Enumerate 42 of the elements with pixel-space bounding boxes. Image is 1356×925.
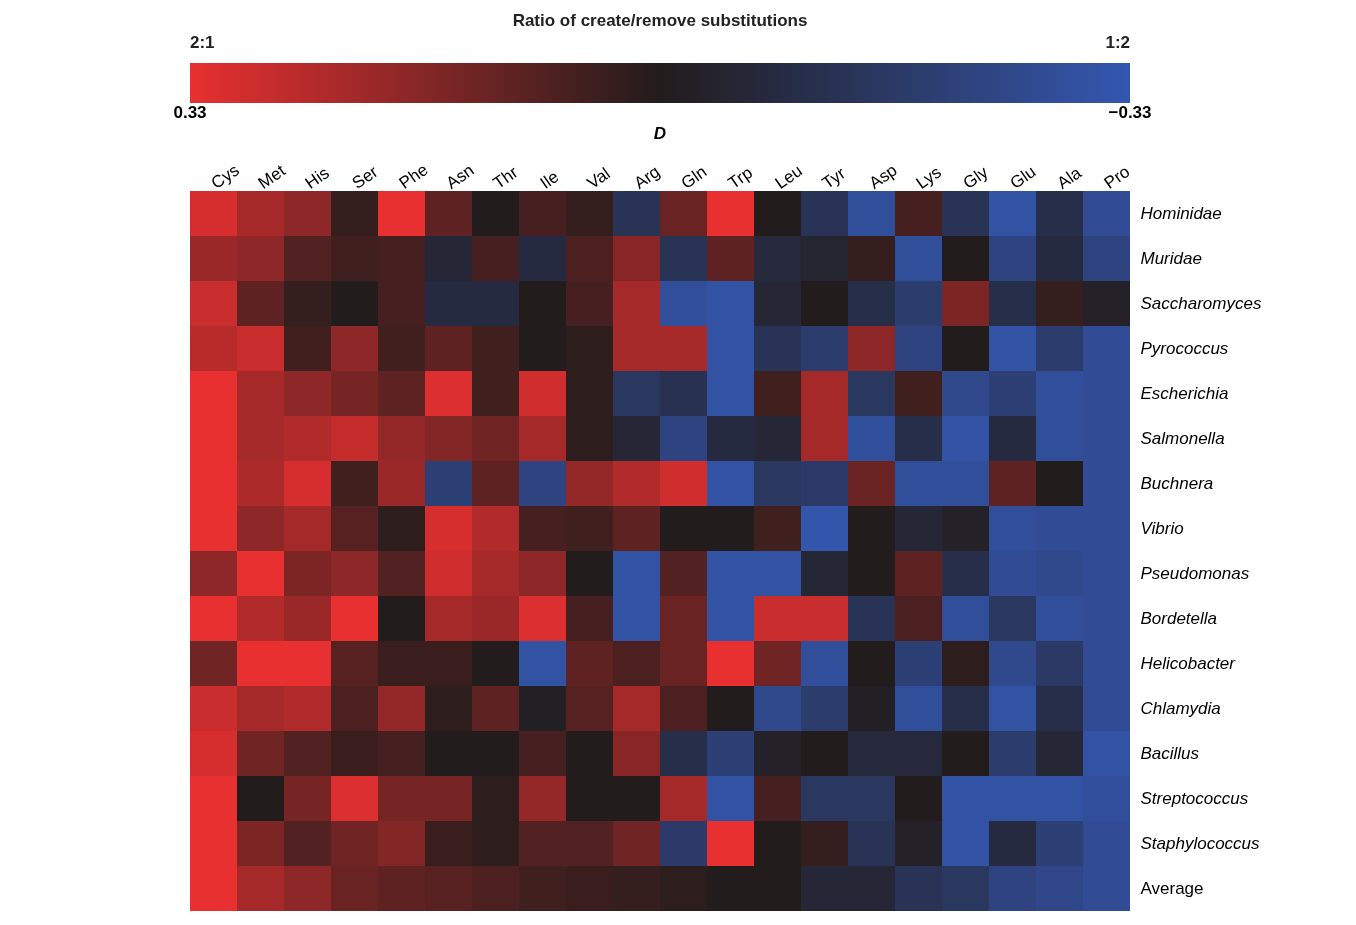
y-tick-label: Buchnera: [1140, 473, 1214, 493]
x-tick-label: Gly: [959, 162, 992, 193]
x-tick-label: Cys: [207, 160, 243, 193]
y-tick-label: Chlamydia: [1140, 698, 1221, 718]
y-tick-label: Bordetella: [1140, 608, 1218, 628]
x-tick-label: Asn: [442, 160, 478, 193]
text: 2:1: [190, 33, 215, 52]
x-tick-label: Val: [583, 163, 614, 193]
text: 1:2: [1105, 33, 1130, 52]
x-tick-label: Ala: [1053, 162, 1086, 193]
x-tick-label: Leu: [771, 161, 806, 193]
y-tick-label: Saccharomyces: [1140, 293, 1262, 313]
y-tick-label: Muridae: [1140, 248, 1202, 268]
y-tick-label: Staphylococcus: [1140, 833, 1261, 853]
x-tick-label: Phe: [395, 159, 432, 193]
chart-title: Ratio of create/remove substitutions: [512, 11, 808, 30]
y-tick-label: Helicobacter: [1140, 653, 1237, 673]
y-tick-label: Streptococcus: [1140, 788, 1249, 808]
y-tick-label: Pseudomonas: [1140, 563, 1250, 583]
x-tick-label: Lys: [912, 162, 945, 193]
y-tick-label: Average: [1140, 878, 1204, 898]
x-tick-label: Pro: [1100, 162, 1134, 193]
x-tick-label: Glu: [1006, 162, 1040, 193]
y-tick-label: Bacillus: [1140, 743, 1200, 763]
y-tick-label: Salmonella: [1140, 428, 1225, 448]
y-tick-label: Hominidae: [1140, 203, 1222, 223]
x-tick-label: Gln: [677, 162, 711, 193]
y-tick-label: Pyrococcus: [1140, 338, 1229, 358]
color-bar-label: −0.33: [1108, 103, 1152, 122]
x-tick-label: His: [301, 163, 333, 193]
x-tick-label: Tyr: [818, 163, 850, 193]
x-tick-label: Ile: [536, 167, 563, 193]
x-tick-label: Thr: [489, 162, 522, 193]
color-bar-title: D: [653, 124, 667, 143]
y-tick-label: Vibrio: [1140, 518, 1184, 538]
color-bar-label: 0.33: [173, 103, 207, 122]
x-tick-label: Trp: [724, 163, 757, 193]
x-tick-label: Met: [254, 160, 290, 193]
x-tick-label: Ser: [348, 161, 382, 193]
y-tick-label: Escherichia: [1140, 383, 1229, 403]
x-tick-label: Asp: [865, 160, 901, 193]
x-tick-label: Arg: [630, 162, 664, 193]
